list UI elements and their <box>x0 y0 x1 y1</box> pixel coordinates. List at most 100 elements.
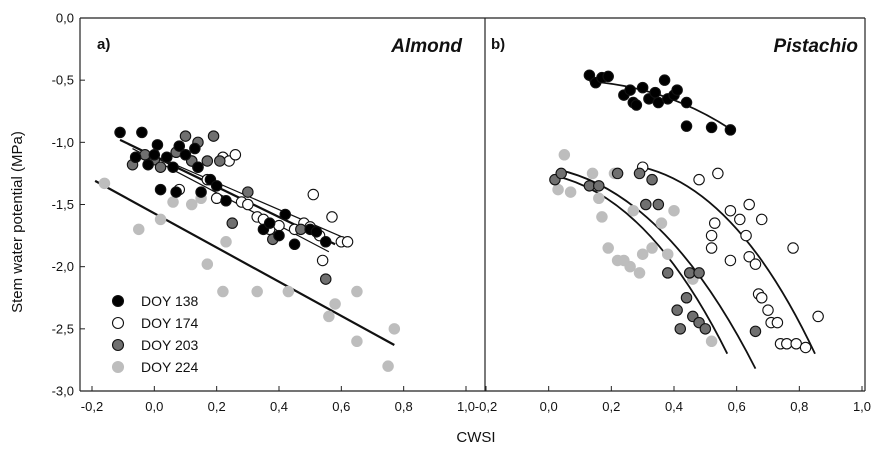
data-point <box>319 236 332 248</box>
fit-line <box>94 179 395 346</box>
data-point <box>624 260 636 273</box>
data-point <box>558 149 571 161</box>
data-point <box>310 226 323 238</box>
legend-label: DOY 174 <box>141 315 199 331</box>
data-point <box>661 248 674 260</box>
fit-curve <box>554 175 729 355</box>
data-point <box>341 236 354 248</box>
data-point <box>724 124 737 136</box>
data-point <box>220 195 232 207</box>
panel-almond: a) Almond <box>94 36 462 372</box>
x-tick-label: 0,8 <box>395 399 413 414</box>
x-tick-label: 0,8 <box>790 399 808 414</box>
fit-curve <box>642 166 816 355</box>
data-point <box>189 142 201 155</box>
x-tick-label: 0,0 <box>540 399 558 414</box>
data-point <box>790 338 802 350</box>
y-tick-label: -2,0 <box>52 259 74 274</box>
data-point <box>743 250 755 263</box>
legend-label: DOY 224 <box>141 359 199 375</box>
data-point <box>136 126 148 139</box>
panel-letter: b) <box>491 36 505 53</box>
data-point <box>708 217 721 229</box>
data-point <box>693 267 705 279</box>
data-point <box>680 96 693 109</box>
x-tick-label: 0,6 <box>332 399 350 414</box>
data-point <box>263 217 276 229</box>
data-point <box>323 310 335 323</box>
data-point <box>282 285 295 298</box>
y-tick-label: -3,0 <box>52 384 74 399</box>
data-point <box>167 161 179 173</box>
x-tick-label: 0,4 <box>270 399 288 414</box>
data-point <box>593 180 605 192</box>
legend-label: DOY 203 <box>141 337 199 353</box>
legend-marker <box>111 360 125 374</box>
data-point <box>680 120 693 132</box>
data-point <box>633 267 646 279</box>
data-point <box>552 183 564 196</box>
data-point <box>771 316 784 329</box>
x-tick-label: -0,2 <box>81 399 103 414</box>
data-point <box>195 186 207 198</box>
plot-frame <box>79 17 866 392</box>
legend: DOY 138 DOY 174 DOY 203 DOY 224 <box>111 293 199 375</box>
data-point <box>724 204 737 217</box>
data-point <box>207 130 220 142</box>
data-point <box>273 219 285 232</box>
data-point <box>693 173 705 186</box>
data-point <box>586 167 599 180</box>
data-point <box>319 273 332 285</box>
data-point <box>633 167 646 180</box>
x-tick-label: 0,2 <box>602 399 620 414</box>
data-point <box>564 186 577 198</box>
data-point <box>705 229 718 242</box>
x-tick-label: -0,2 <box>475 399 497 414</box>
data-point <box>133 223 145 236</box>
data-point <box>596 211 608 223</box>
data-point <box>602 70 614 83</box>
legend-marker <box>111 338 125 352</box>
data-point <box>217 285 229 298</box>
data-point <box>762 304 774 316</box>
data-point <box>382 360 394 372</box>
data-point <box>154 183 167 196</box>
data-point <box>699 323 712 335</box>
data-point <box>98 177 111 190</box>
data-point <box>624 84 636 96</box>
data-point <box>229 149 242 161</box>
data-point <box>680 291 693 304</box>
data-point <box>201 155 214 167</box>
data-point <box>734 213 746 226</box>
data-point <box>220 236 232 248</box>
data-point <box>583 69 596 81</box>
y-tick-label: -1,0 <box>52 135 74 150</box>
data-point <box>226 217 239 229</box>
data-point <box>251 285 263 298</box>
data-point <box>749 258 762 270</box>
panel-title: Pistachio <box>774 36 858 57</box>
data-point <box>185 198 198 211</box>
y-tick-label: -1,5 <box>52 197 74 212</box>
data-point <box>142 158 154 171</box>
data-point <box>593 192 605 205</box>
data-point <box>649 86 661 99</box>
x-tick-label: 0,4 <box>665 399 683 414</box>
data-point <box>201 258 214 270</box>
data-point <box>755 291 768 304</box>
data-point <box>640 198 652 211</box>
data-point <box>154 213 167 226</box>
data-point <box>787 242 799 254</box>
data-point <box>646 242 658 254</box>
x-axis-labels: -0,2 0,0 0,2 0,4 0,6 0,8 1,0 -0,2 0,0 0,2 0,4 0,6 0,… <box>81 386 871 414</box>
data-point <box>740 229 752 242</box>
panel-pistachio: b) Pistachio <box>491 36 858 370</box>
x-tick-label: 0,0 <box>145 399 163 414</box>
x-tick-label: 0,6 <box>728 399 746 414</box>
x-axis-title: CWSI <box>456 429 495 446</box>
data-point <box>812 310 824 323</box>
data-point <box>167 196 179 208</box>
data-point <box>705 121 718 134</box>
data-point <box>611 167 624 180</box>
